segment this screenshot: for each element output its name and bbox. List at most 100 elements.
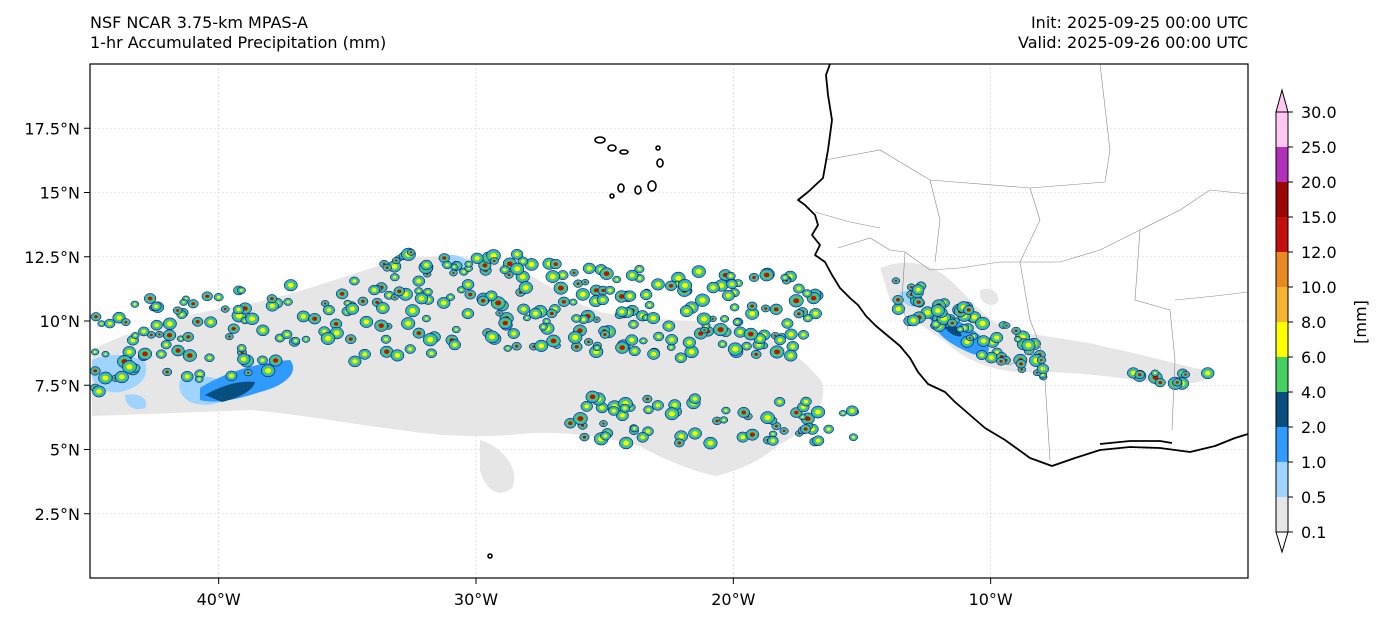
colorbar-extend-max	[1275, 88, 1289, 113]
valid-time: Valid: 2025-09-26 00:00 UTC	[1017, 33, 1248, 52]
storm-cell	[583, 338, 594, 346]
storm-cell	[518, 281, 533, 294]
storm-cell	[265, 300, 279, 312]
storm-cell	[155, 330, 164, 338]
storm-cell	[1011, 326, 1021, 335]
storm-cell	[912, 297, 925, 308]
colorbar-tick-label: 0.1	[1301, 523, 1326, 542]
colorbar-tick-label: 10.0	[1301, 278, 1337, 297]
storm-cell	[639, 337, 648, 345]
cape-verde-islands	[487, 136, 664, 559]
storm-cell	[101, 350, 110, 358]
storm-cell	[90, 348, 100, 356]
storm-cell	[646, 312, 661, 325]
storm-cell	[721, 406, 731, 415]
storm-cell	[573, 412, 588, 426]
storm-cell	[414, 292, 429, 305]
storm-cell	[599, 330, 610, 339]
storm-cell	[947, 318, 958, 328]
storm-cell	[320, 331, 336, 345]
storm-cell	[451, 325, 461, 334]
storm-cell	[612, 275, 622, 284]
colorbar-segment	[1276, 217, 1288, 252]
storm-cell	[406, 248, 416, 256]
storm-cell	[570, 341, 583, 352]
storm-cell	[810, 405, 826, 419]
storm-cell	[390, 294, 399, 301]
plot-title-right: Init: 2025-09-25 00:00 UTC Valid: 2025-0…	[900, 13, 1248, 53]
lon-tick-label: 20°W	[711, 590, 755, 609]
lat-tick-label: 17.5°N	[24, 119, 80, 138]
storm-cell	[495, 310, 504, 317]
storm-cell	[507, 328, 520, 339]
storm-cell	[696, 312, 712, 326]
storm-cell	[779, 427, 789, 435]
storm-cell	[546, 334, 561, 348]
storm-cell	[498, 316, 513, 330]
storm-cell	[225, 333, 234, 341]
colorbar-title: [mm]	[1351, 300, 1370, 344]
convective-cells	[90, 247, 1215, 450]
storm-cell	[450, 263, 459, 271]
storm-cell	[664, 407, 680, 421]
storm-cell	[644, 301, 655, 310]
storm-cell	[236, 344, 247, 353]
storm-cell	[461, 308, 475, 320]
colorbar-tick-label: 30.0	[1301, 103, 1337, 122]
storm-cell	[511, 342, 522, 351]
storm-cell	[98, 371, 113, 385]
storm-cell	[204, 316, 218, 328]
storm-cell	[1017, 366, 1027, 373]
storm-cell	[345, 302, 360, 315]
storm-cell	[748, 273, 760, 282]
storm-cell	[625, 269, 639, 281]
storm-cell	[653, 331, 665, 342]
storm-cell	[484, 330, 500, 344]
storm-cell	[575, 288, 590, 301]
storm-cell	[733, 326, 747, 338]
storm-cell	[596, 294, 609, 306]
storm-cell	[568, 331, 583, 344]
map-area	[90, 64, 1248, 578]
storm-cell	[291, 336, 301, 345]
storm-cell	[580, 400, 593, 412]
storm-cell	[761, 304, 771, 313]
storm-cell	[449, 269, 458, 277]
storm-cell	[976, 350, 988, 360]
storm-cell	[625, 334, 639, 346]
storm-cell	[643, 405, 654, 415]
storm-cell	[912, 284, 925, 296]
storm-cell	[600, 431, 611, 441]
colorbar-tick-label: 25.0	[1301, 138, 1337, 157]
storm-cell	[357, 296, 369, 306]
storm-cell	[545, 270, 560, 283]
storm-cell	[688, 393, 701, 404]
storm-cell	[322, 304, 335, 316]
precip-light-areas	[92, 256, 1215, 493]
storm-cell	[930, 304, 945, 317]
storm-cell	[296, 310, 311, 323]
storm-cell	[121, 360, 137, 374]
storm-cell	[348, 355, 362, 368]
storm-cell	[719, 416, 729, 424]
colorbar-segment	[1276, 462, 1288, 497]
storm-cell	[404, 344, 416, 354]
lat-tick-label: 12.5°N	[24, 248, 80, 267]
storm-cell	[437, 297, 451, 309]
storm-cell	[647, 348, 661, 360]
storm-cell	[722, 290, 735, 302]
colorbar-tick-label: 12.0	[1301, 243, 1337, 262]
storm-cell	[651, 278, 665, 291]
storm-cell	[266, 294, 278, 304]
colorbar-segment	[1276, 182, 1288, 217]
lat-tick-label: 5°N	[50, 441, 80, 460]
storm-cell	[956, 326, 965, 333]
storm-cell	[260, 364, 276, 378]
storm-cell	[464, 289, 476, 300]
storm-cell	[517, 256, 529, 266]
country-borders	[814, 64, 1248, 461]
storm-cell	[245, 312, 260, 325]
storm-cell	[573, 279, 584, 288]
storm-cell	[405, 304, 420, 318]
